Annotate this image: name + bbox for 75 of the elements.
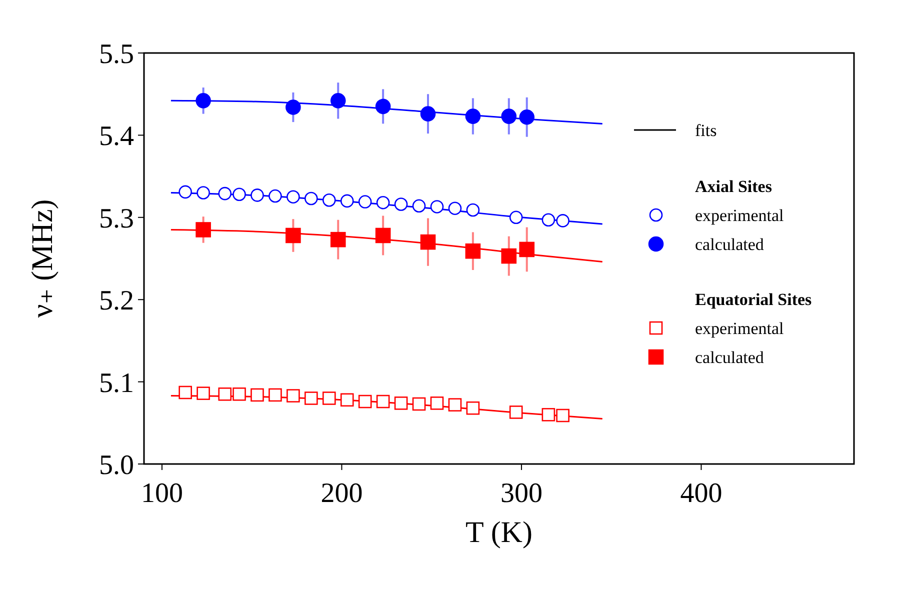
point	[340, 393, 354, 407]
y-tick-label: 5.5	[99, 39, 134, 70]
point	[286, 100, 301, 115]
point	[556, 408, 570, 422]
point	[286, 389, 300, 402]
point	[232, 188, 246, 202]
point	[412, 397, 426, 411]
point	[218, 186, 232, 200]
y-tick-label: 5.2	[99, 286, 134, 317]
point	[465, 108, 481, 124]
point	[250, 188, 264, 202]
point	[250, 388, 264, 402]
point	[448, 398, 462, 412]
point	[376, 394, 390, 408]
point	[412, 199, 426, 213]
point	[196, 386, 210, 400]
point	[286, 190, 300, 204]
point	[268, 189, 282, 203]
point	[519, 242, 535, 258]
point	[375, 228, 391, 244]
annotation: Axial Sites	[695, 177, 772, 196]
legend-label: experimental	[695, 206, 784, 225]
y-tick-label: 5.3	[99, 203, 134, 234]
point	[330, 93, 346, 108]
point	[430, 200, 444, 214]
legend-label: calculated	[695, 348, 764, 367]
point	[218, 387, 232, 401]
y-tick-label: 5.1	[99, 368, 134, 399]
point	[196, 222, 211, 238]
point	[196, 93, 211, 108]
point	[501, 108, 517, 124]
legend-label: calculated	[695, 235, 764, 254]
point	[466, 401, 480, 415]
point	[420, 234, 436, 250]
point	[556, 214, 570, 228]
point	[340, 194, 354, 208]
annotation: fits	[695, 121, 717, 140]
x-axis-title: T (K)	[466, 516, 532, 549]
point	[509, 406, 523, 419]
x-tick-label: 200	[320, 478, 363, 509]
point	[430, 396, 444, 410]
point	[304, 392, 318, 405]
point	[330, 232, 346, 248]
point	[376, 196, 390, 210]
point	[178, 386, 192, 400]
point	[286, 228, 301, 244]
point	[394, 198, 408, 211]
point	[358, 394, 372, 408]
point	[322, 392, 336, 405]
point	[542, 213, 556, 227]
point	[420, 106, 436, 122]
point	[394, 396, 408, 410]
point	[509, 210, 523, 224]
point	[322, 193, 336, 207]
x-tick-label: 100	[140, 478, 183, 509]
x-tick-label: 300	[500, 478, 542, 509]
legend-label: experimental	[695, 319, 784, 338]
point	[519, 109, 535, 125]
x-tick-label: 400	[680, 478, 722, 509]
point	[448, 202, 462, 216]
annotation: Equatorial Sites	[695, 290, 812, 309]
y-axis-title: ν₊ (MHz)	[26, 199, 59, 318]
point	[465, 243, 481, 259]
point	[268, 388, 282, 402]
y-tick-label: 5.0	[99, 450, 134, 481]
y-tick-label: 5.4	[99, 121, 134, 152]
point	[304, 192, 318, 206]
point	[375, 98, 391, 114]
point	[178, 185, 192, 199]
point	[196, 186, 210, 200]
point	[232, 387, 246, 401]
point	[358, 195, 372, 208]
point	[466, 203, 480, 217]
point	[501, 248, 517, 264]
point	[542, 408, 556, 422]
